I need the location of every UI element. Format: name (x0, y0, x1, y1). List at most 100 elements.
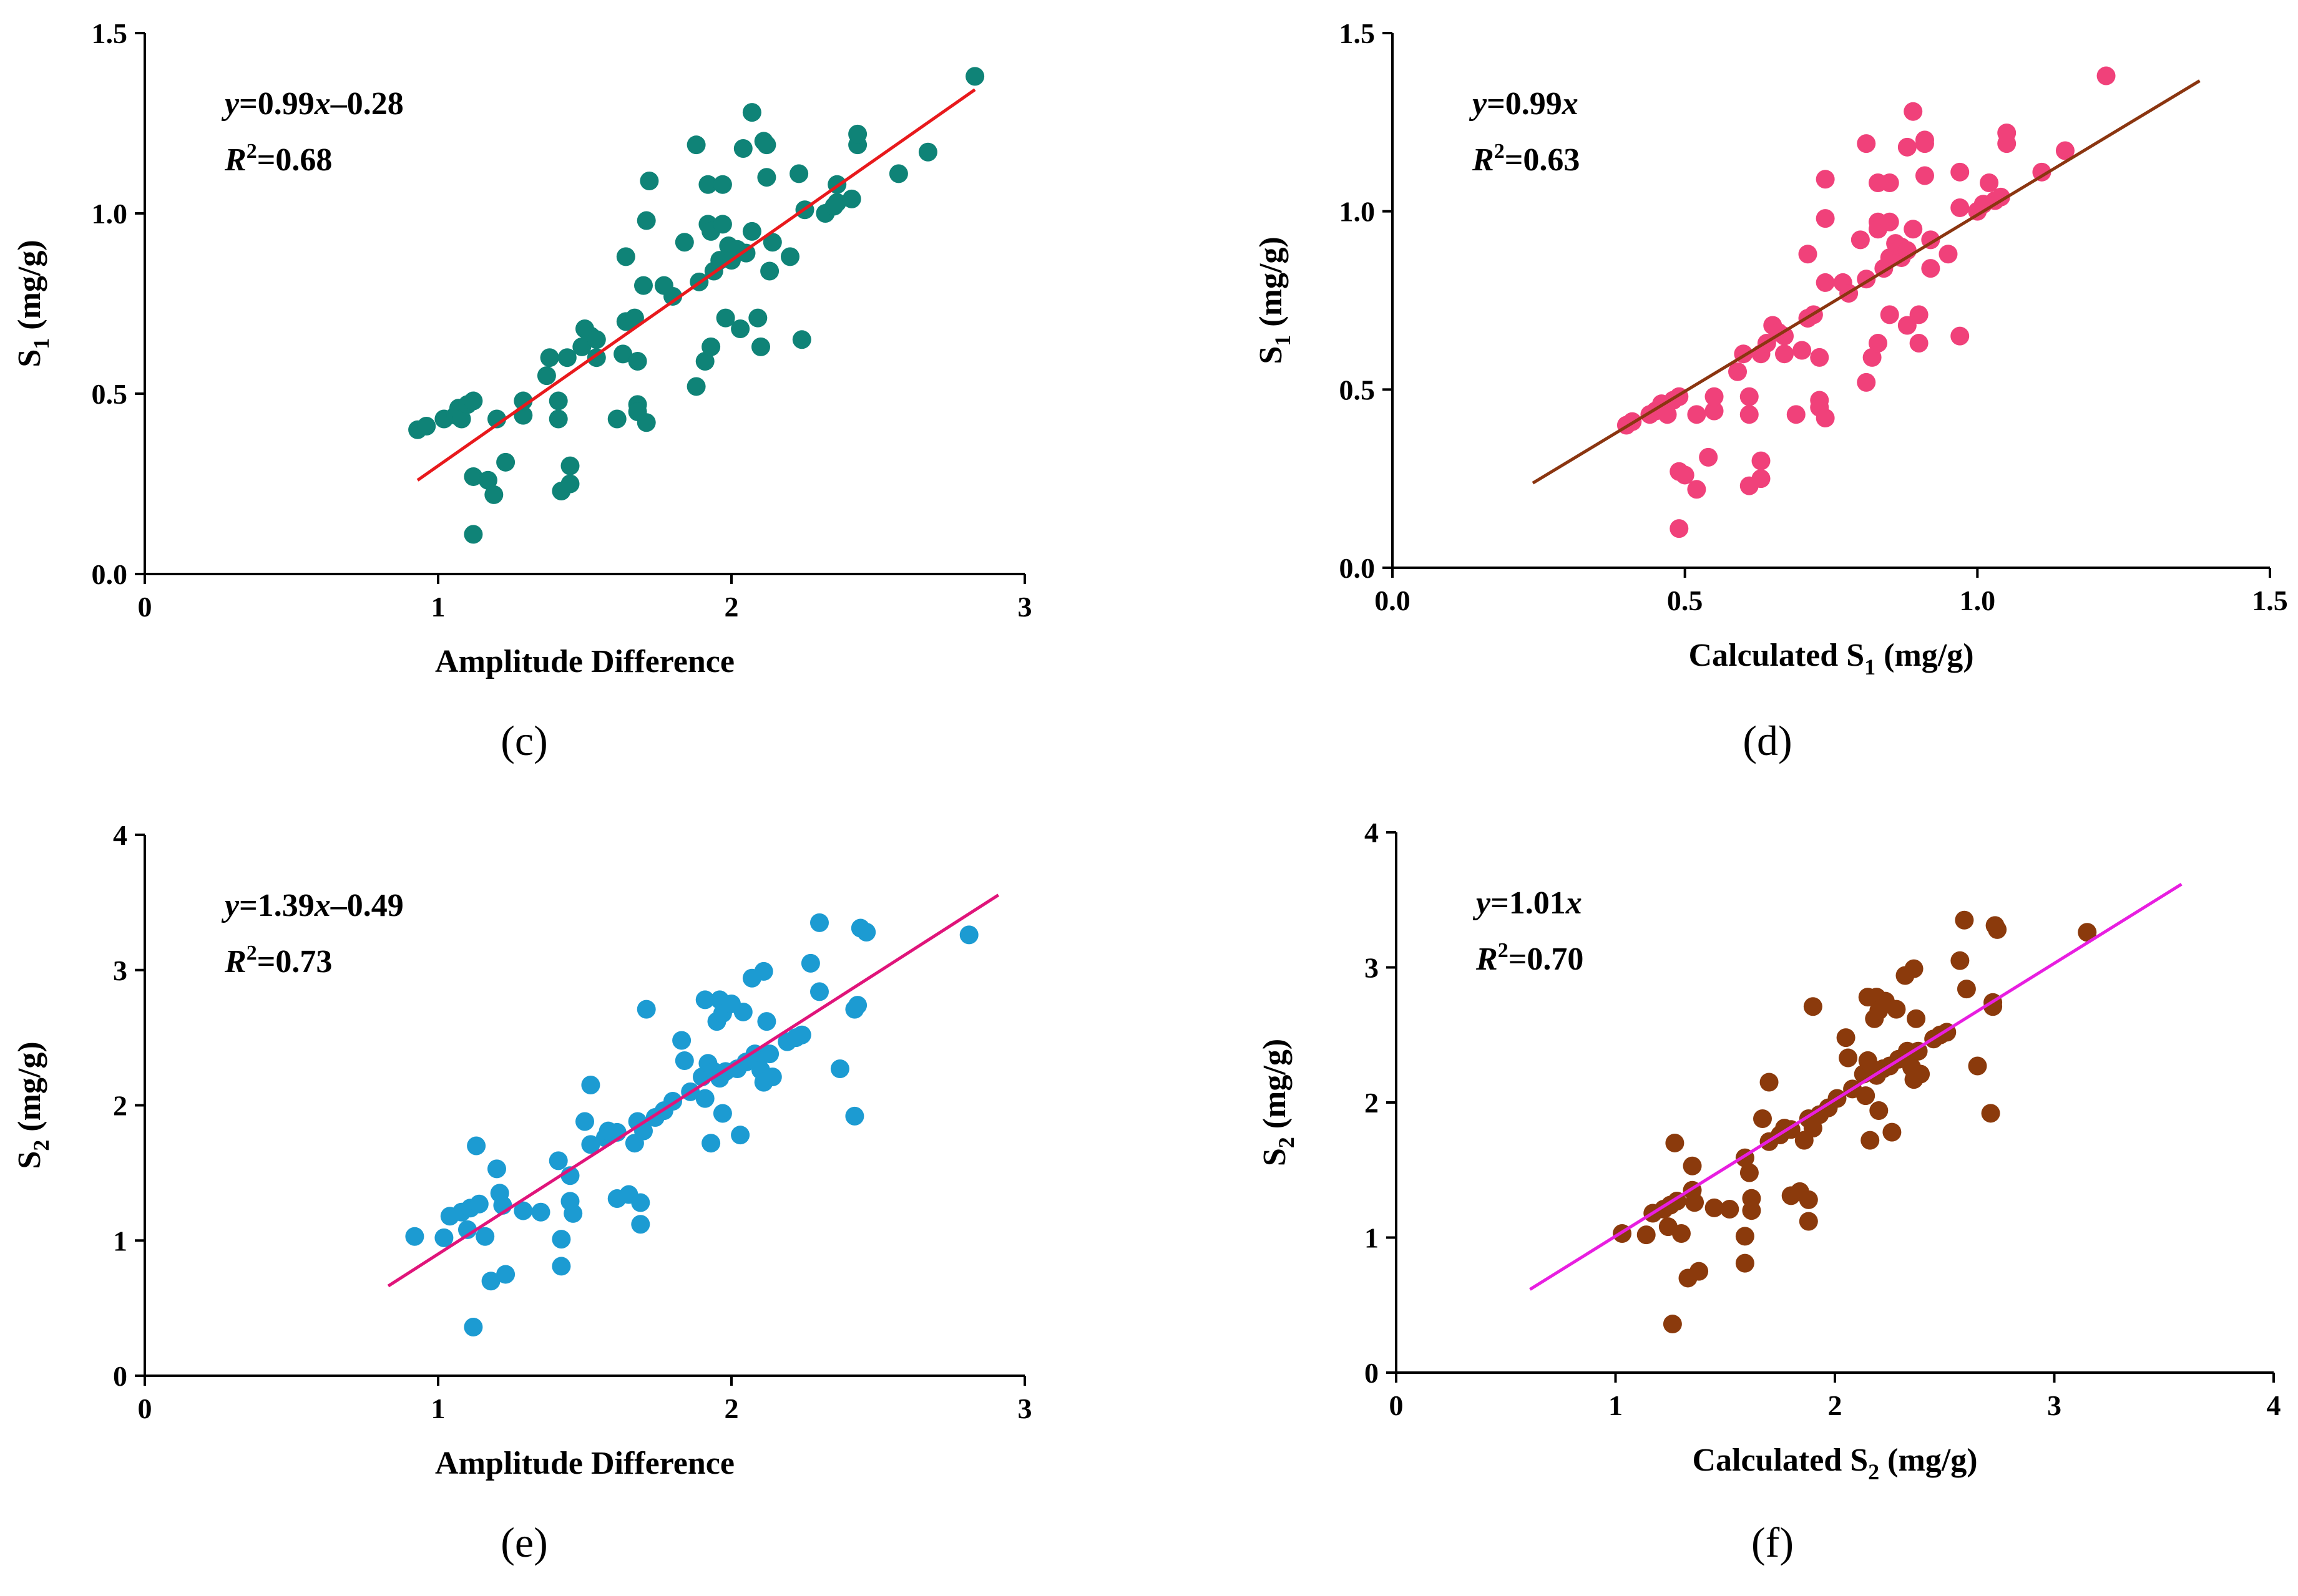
fit-equation: y=0.99x–0.28 (221, 86, 404, 122)
data-point (757, 168, 776, 187)
data-point (564, 1204, 583, 1223)
r-squared: R2=0.63 (1472, 140, 1580, 178)
x-axis-title-sub: 2 (1868, 1459, 1879, 1484)
y-tick-label: 0.0 (92, 558, 128, 590)
data-point (1675, 465, 1694, 485)
data-point (637, 211, 656, 230)
data-point (417, 417, 436, 436)
data-point (1735, 1253, 1754, 1273)
data-point (742, 103, 761, 122)
fit-line (1529, 883, 2183, 1291)
data-point (713, 1104, 732, 1123)
y-tick-label: 3 (113, 955, 127, 986)
fit-line (1532, 79, 2201, 485)
data-point (458, 1220, 477, 1239)
data-point (464, 467, 483, 486)
data-point (464, 525, 483, 544)
data-point (1704, 387, 1724, 406)
y-axis-title-sub: 1 (29, 338, 54, 349)
data-point (966, 67, 985, 86)
data-point (1687, 405, 1706, 424)
data-point (1988, 920, 2007, 939)
equation-x: x (314, 888, 331, 923)
y-tick-label: 1 (1364, 1222, 1379, 1254)
data-point (1915, 166, 1934, 185)
data-point (733, 1002, 753, 1021)
data-point (1689, 1262, 1709, 1281)
data-point (487, 1159, 506, 1179)
x-tick-label: 2 (725, 1393, 739, 1424)
data-point (760, 261, 780, 281)
x-tick-label: 1.0 (1960, 585, 1996, 616)
data-point (631, 1215, 650, 1234)
data-point (469, 1194, 489, 1214)
data-point (625, 308, 644, 328)
data-point (452, 409, 471, 429)
r2-symbol: R (224, 142, 247, 178)
data-point (842, 189, 861, 208)
data-point (434, 1228, 454, 1247)
y-tick-label: 2 (1364, 1087, 1379, 1119)
equation-coef: =1.39 (239, 888, 315, 923)
data-point (514, 391, 533, 411)
data-point (1904, 959, 1924, 978)
scatter-points (408, 67, 985, 544)
data-point (640, 171, 659, 190)
data-point (790, 164, 809, 183)
data-point (1851, 230, 1870, 250)
data-point (514, 1201, 533, 1220)
data-point (496, 452, 516, 472)
data-point (1980, 173, 1999, 192)
data-point (1799, 1212, 1818, 1231)
data-point (713, 215, 732, 234)
r2-value: =0.73 (257, 944, 333, 980)
data-point (918, 142, 937, 162)
y-axis-title: S1 (mg/g) (1253, 236, 1295, 364)
data-point (2032, 162, 2051, 182)
x-tick-label: 2 (1828, 1389, 1842, 1421)
equation-x: x (314, 86, 331, 122)
equation-y: y (1472, 885, 1491, 921)
x-axis-title-unit: (mg/g) (1879, 1443, 1977, 1478)
x-tick-label: 2 (725, 591, 739, 623)
data-point (801, 953, 820, 973)
data-point (687, 377, 706, 396)
data-point (1685, 1193, 1704, 1212)
y-axis-title-main: S (12, 1151, 47, 1169)
data-point (552, 1230, 571, 1249)
y-axis-title-main: S (1253, 346, 1289, 364)
data-point (1868, 334, 1887, 353)
data-point (1775, 344, 1794, 364)
data-point (760, 1044, 780, 1064)
data-point (1816, 273, 1835, 292)
x-axis-title-sub: 1 (1864, 654, 1875, 679)
data-point (828, 193, 847, 212)
y-tick-label: 3 (1364, 952, 1379, 984)
panel-label: (f) (1751, 1519, 1794, 1566)
data-point (1670, 519, 1689, 538)
data-point (757, 135, 776, 155)
data-point (731, 319, 750, 338)
data-point (810, 913, 829, 932)
y-axis-title-unit: (mg/g) (1257, 1039, 1293, 1137)
data-point (716, 308, 735, 328)
r2-value: =0.63 (1505, 142, 1580, 178)
data-point (484, 485, 504, 504)
data-point (1950, 162, 1970, 182)
data-point (1803, 997, 1822, 1016)
data-point (467, 1136, 486, 1156)
data-point (663, 286, 682, 306)
data-point (540, 348, 559, 367)
y-tick-label: 0 (1364, 1357, 1379, 1389)
data-point (464, 1317, 483, 1336)
y-tick-label: 1.5 (92, 17, 128, 49)
y-tick-label: 0 (113, 1360, 127, 1392)
equation-coef: =1.01 (1490, 885, 1566, 921)
data-point (754, 961, 773, 981)
data-point (1915, 134, 1934, 153)
data-point (757, 1012, 776, 1031)
data-point (531, 1202, 550, 1222)
x-axis-title: Amplitude Difference (435, 644, 735, 679)
